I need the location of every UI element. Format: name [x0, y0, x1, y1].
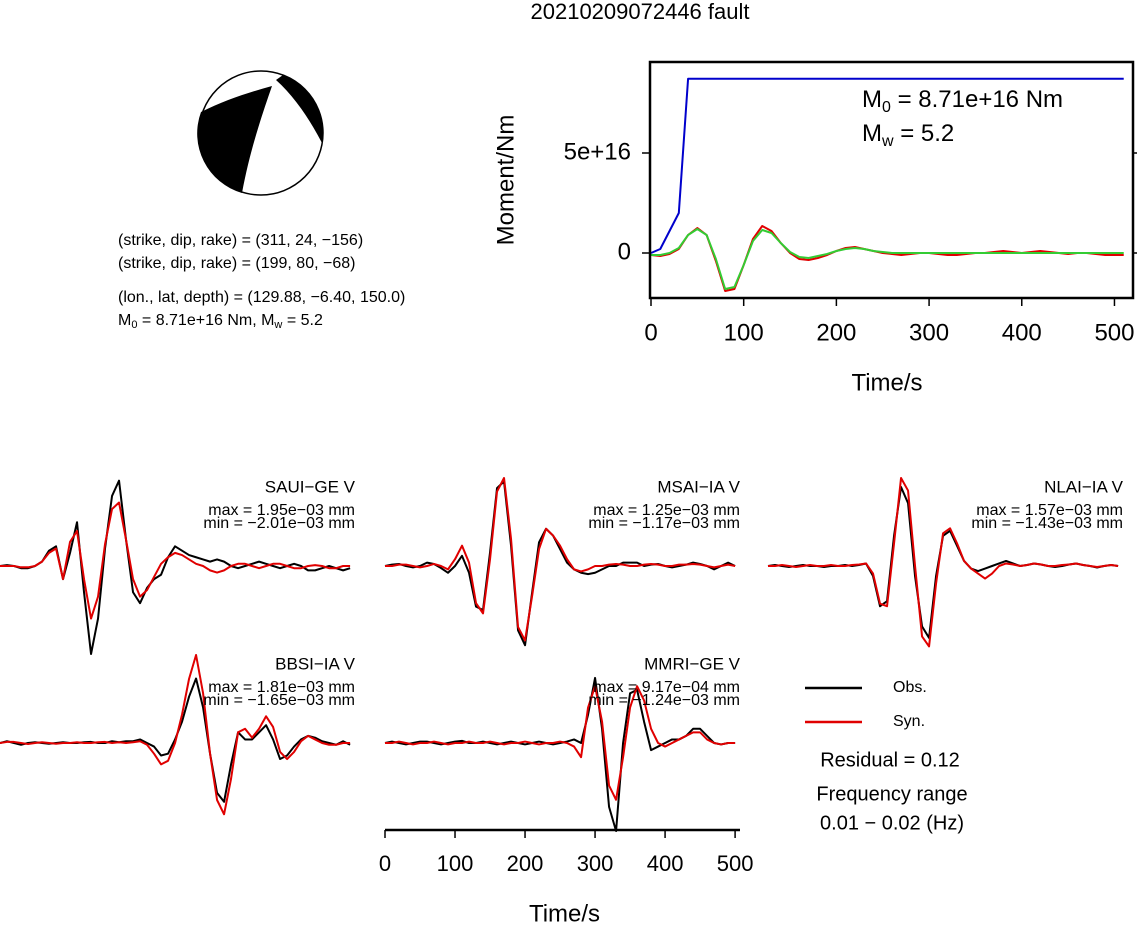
text-part: = 8.71e+16 Nm, M [137, 312, 274, 329]
text-part: = 8.71e+16 Nm [891, 86, 1063, 113]
x-tick-label: 300 [577, 851, 614, 876]
min-label: min = −1.65e−03 mm [203, 692, 355, 709]
y-tick-label: 5e+16 [564, 138, 631, 165]
focal-text: (strike, dip, rake) = (199, 80, −68) [118, 255, 355, 272]
waveform [0, 501, 351, 620]
waveform [768, 477, 1119, 648]
subscript: 0 [882, 99, 891, 116]
focal-text: M0 = 8.71e+16 Nm, Mw = 5.2 [118, 312, 323, 331]
text-part: M [862, 120, 882, 147]
plot-frame [648, 60, 1135, 300]
subscript: w [881, 133, 894, 150]
station-label: SAUI−GE V [265, 477, 356, 496]
subscript: 0 [131, 319, 137, 331]
x-tick-label: 200 [816, 319, 856, 346]
x-tick-label: 300 [909, 319, 949, 346]
max-label: max = 9.17e−04 mm [593, 679, 740, 696]
text-part: = 5.2 [282, 312, 323, 329]
station-label: MMRI−GE V [644, 654, 741, 673]
min-label: min = −1.24e−03 mm [588, 692, 740, 709]
max-label: max = 1.25e−03 mm [593, 502, 740, 519]
legend-label: Syn. [893, 713, 925, 730]
station-label: BBSI−IA V [275, 654, 356, 673]
min-label: min = −2.01e−03 mm [203, 515, 355, 532]
waveform [384, 480, 736, 647]
x-tick-label: 0 [644, 319, 657, 346]
x-tick-label: 200 [507, 851, 544, 876]
beachball [197, 70, 324, 196]
y-tick-label: 0 [618, 238, 631, 265]
moment-annotation: Mw = 5.2 [862, 120, 954, 150]
x-tick-label: 400 [647, 851, 684, 876]
beachball-lobe [197, 86, 272, 193]
focal-text: (strike, dip, rake) = (311, 24, −156) [118, 232, 363, 249]
station-label: MSAI−IA V [657, 477, 740, 496]
moment-line [650, 77, 1124, 254]
frequency-range: 0.01 − 0.02 (Hz) [820, 812, 964, 834]
text-part: M [118, 312, 131, 329]
x-tick-label: 500 [1094, 319, 1134, 346]
residual: Residual = 0.12 [820, 749, 960, 771]
x-tick-label: 400 [1002, 319, 1042, 346]
text-part: M [862, 86, 882, 113]
x-tick-label: 100 [724, 319, 764, 346]
station-label: NLAI−IA V [1044, 477, 1124, 496]
figure-title: 20210209072446 fault [531, 0, 750, 24]
x-axis-label: Time/s [529, 900, 600, 927]
beachball-lobe [276, 75, 323, 143]
x-tick-label: 0 [379, 851, 391, 876]
subscript: w [273, 319, 282, 331]
max-label: max = 1.57e−03 mm [976, 502, 1123, 519]
min-label: min = −1.43e−03 mm [971, 515, 1123, 532]
waveform [0, 654, 351, 816]
moment-annotation: M0 = 8.71e+16 Nm [862, 86, 1063, 116]
x-tick-label: 100 [437, 851, 474, 876]
min-label: min = −1.17e−03 mm [588, 515, 740, 532]
y-axis-label: Moment/Nm [492, 115, 519, 246]
x-axis-label: Time/s [851, 369, 922, 396]
focal-text: (lon., lat, depth) = (129.88, −6.40, 150… [118, 289, 405, 306]
moment-line [651, 228, 1124, 290]
text-part: = 5.2 [894, 120, 955, 147]
max-label: max = 1.95e−03 mm [208, 502, 355, 519]
frequency-label: Frequency range [816, 783, 967, 805]
waveform [385, 477, 736, 642]
max-label: max = 1.81e−03 mm [208, 679, 355, 696]
legend-label: Obs. [893, 679, 927, 696]
waveform [385, 685, 736, 801]
x-tick-label: 500 [717, 851, 754, 876]
